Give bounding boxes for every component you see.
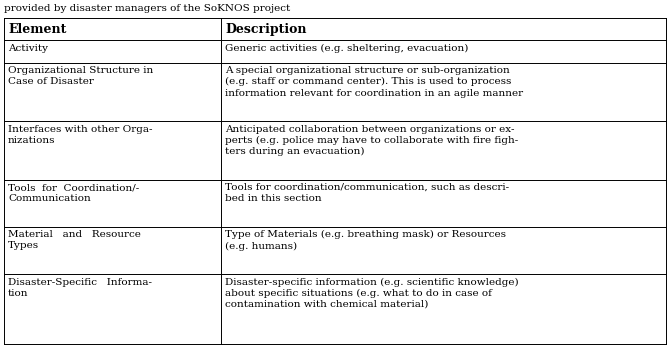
Text: A special organizational structure or sub-organization
(e.g. staff or command ce: A special organizational structure or su… xyxy=(225,66,523,98)
Text: Type of Materials (e.g. breathing mask) or Resources
(e.g. humans): Type of Materials (e.g. breathing mask) … xyxy=(225,230,506,251)
Text: Description: Description xyxy=(225,23,307,36)
Text: Activity: Activity xyxy=(8,44,48,53)
Text: Organizational Structure in
Case of Disaster: Organizational Structure in Case of Disa… xyxy=(8,66,153,86)
Text: Anticipated collaboration between organizations or ex-
perts (e.g. police may ha: Anticipated collaboration between organi… xyxy=(225,125,519,156)
Text: Element: Element xyxy=(8,23,66,36)
Text: Interfaces with other Orga-
nizations: Interfaces with other Orga- nizations xyxy=(8,125,153,145)
Text: Tools  for  Coordination/-
Communication: Tools for Coordination/- Communication xyxy=(8,183,139,203)
Text: provided by disaster managers of the SoKNOS project: provided by disaster managers of the SoK… xyxy=(4,4,290,13)
Text: Generic activities (e.g. sheltering, evacuation): Generic activities (e.g. sheltering, eva… xyxy=(225,44,468,53)
Text: Tools for coordination/communication, such as descri-
bed in this section: Tools for coordination/communication, su… xyxy=(225,183,509,203)
Text: Disaster-Specific   Informa-
tion: Disaster-Specific Informa- tion xyxy=(8,277,152,298)
Text: Material   and   Resource
Types: Material and Resource Types xyxy=(8,230,141,251)
Text: Disaster-specific information (e.g. scientific knowledge)
about specific situati: Disaster-specific information (e.g. scie… xyxy=(225,277,519,309)
